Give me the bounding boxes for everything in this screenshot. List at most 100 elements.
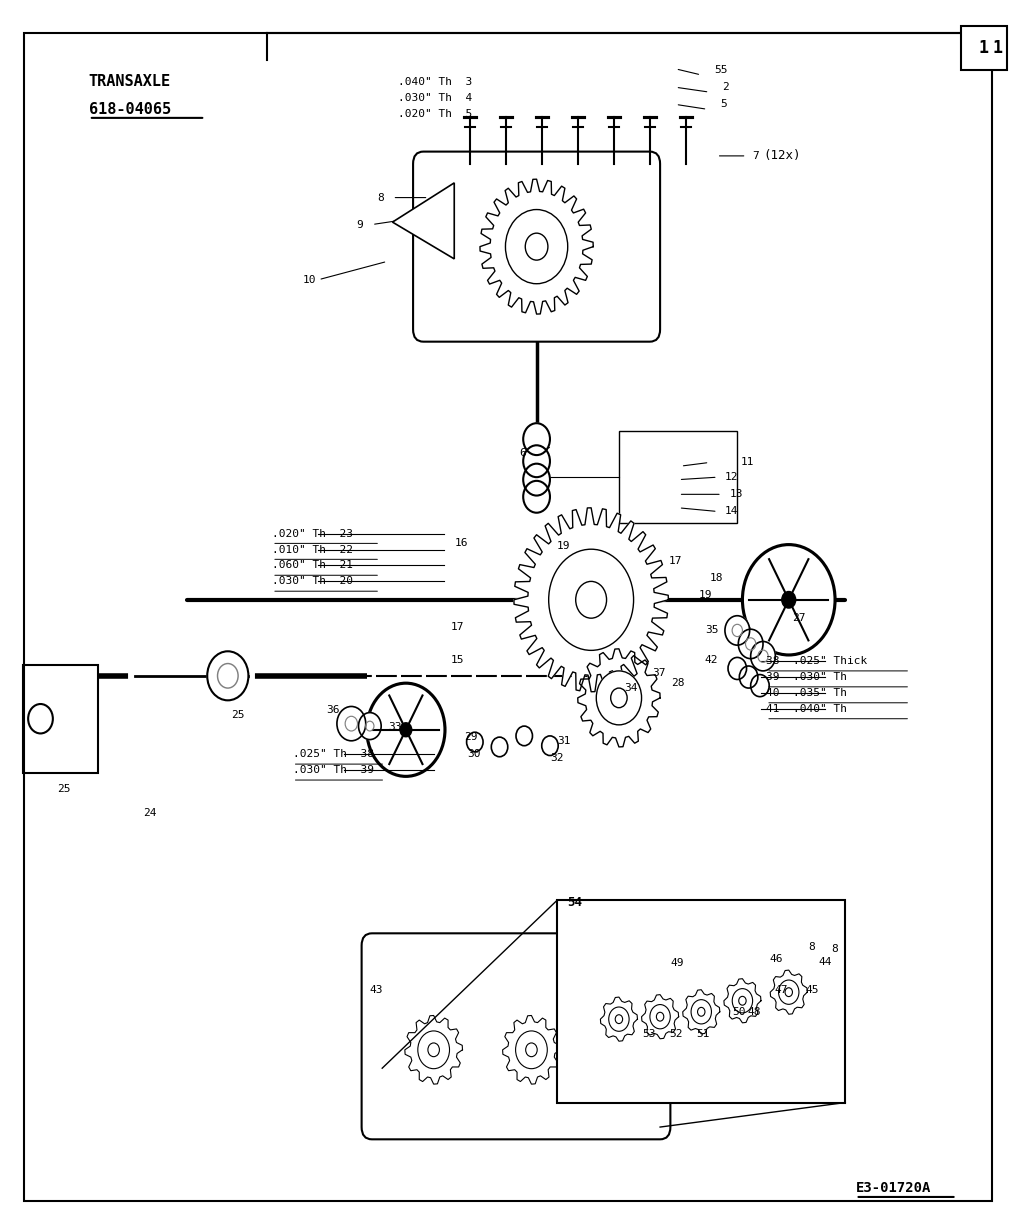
Text: 8: 8 bbox=[808, 941, 815, 951]
Text: .030" Th  20: .030" Th 20 bbox=[272, 576, 353, 586]
Text: 42: 42 bbox=[705, 655, 718, 665]
Text: 24: 24 bbox=[143, 809, 157, 819]
Circle shape bbox=[418, 1031, 450, 1069]
Text: 55: 55 bbox=[714, 65, 729, 75]
Circle shape bbox=[750, 675, 769, 697]
Circle shape bbox=[724, 616, 749, 645]
Text: 8: 8 bbox=[377, 193, 384, 203]
Polygon shape bbox=[578, 649, 660, 747]
Circle shape bbox=[739, 666, 757, 688]
Bar bbox=[557, 900, 845, 1102]
Text: 45: 45 bbox=[805, 984, 818, 994]
Text: .040" Th  3: .040" Th 3 bbox=[397, 77, 472, 87]
Text: .020" Th  5: .020" Th 5 bbox=[397, 109, 472, 119]
Text: .025" Th  38: .025" Th 38 bbox=[293, 750, 374, 760]
Text: 33: 33 bbox=[388, 723, 401, 732]
Circle shape bbox=[358, 713, 381, 740]
Circle shape bbox=[523, 463, 550, 495]
Text: 8: 8 bbox=[831, 944, 838, 954]
Circle shape bbox=[400, 723, 412, 736]
Text: 13: 13 bbox=[730, 489, 744, 499]
Text: 34: 34 bbox=[624, 683, 638, 693]
Circle shape bbox=[611, 688, 627, 708]
Polygon shape bbox=[503, 1015, 560, 1084]
Text: 11: 11 bbox=[740, 457, 753, 467]
Text: .020" Th  23: .020" Th 23 bbox=[272, 528, 353, 538]
Circle shape bbox=[738, 629, 763, 659]
Text: 39  .030" Th: 39 .030" Th bbox=[766, 672, 847, 682]
Circle shape bbox=[782, 591, 796, 608]
Circle shape bbox=[728, 658, 746, 680]
Polygon shape bbox=[514, 508, 669, 692]
Text: 51: 51 bbox=[697, 1029, 710, 1039]
Text: 1: 1 bbox=[978, 39, 989, 57]
FancyBboxPatch shape bbox=[23, 665, 98, 773]
Circle shape bbox=[525, 1043, 538, 1057]
Circle shape bbox=[576, 581, 607, 618]
Text: 32: 32 bbox=[550, 753, 563, 763]
Text: 46: 46 bbox=[769, 954, 782, 964]
Text: (12x): (12x) bbox=[763, 150, 801, 162]
Circle shape bbox=[549, 549, 634, 650]
Circle shape bbox=[523, 445, 550, 477]
Text: 44: 44 bbox=[818, 956, 832, 966]
Text: 35: 35 bbox=[706, 626, 719, 635]
Circle shape bbox=[516, 1031, 547, 1069]
Text: 17: 17 bbox=[451, 622, 464, 632]
Text: 38  .025" Thick: 38 .025" Thick bbox=[766, 656, 867, 666]
Circle shape bbox=[506, 209, 568, 284]
Text: 16: 16 bbox=[454, 538, 467, 548]
Circle shape bbox=[603, 1031, 635, 1069]
Text: 47: 47 bbox=[774, 984, 787, 994]
Text: 2: 2 bbox=[721, 82, 729, 92]
Circle shape bbox=[742, 544, 835, 655]
Polygon shape bbox=[601, 997, 638, 1041]
Circle shape bbox=[366, 683, 445, 777]
Circle shape bbox=[739, 997, 746, 1005]
Text: 9: 9 bbox=[356, 220, 363, 230]
Text: 5: 5 bbox=[719, 100, 727, 109]
Circle shape bbox=[542, 736, 558, 756]
Text: 52: 52 bbox=[670, 1029, 683, 1039]
Polygon shape bbox=[480, 179, 593, 315]
Text: 15: 15 bbox=[451, 655, 464, 665]
Circle shape bbox=[778, 980, 799, 1004]
Circle shape bbox=[656, 1013, 664, 1021]
Polygon shape bbox=[405, 1015, 462, 1084]
Circle shape bbox=[596, 671, 642, 725]
FancyBboxPatch shape bbox=[413, 151, 660, 342]
Circle shape bbox=[428, 1043, 440, 1057]
Circle shape bbox=[615, 1015, 622, 1024]
Text: 48: 48 bbox=[747, 1007, 761, 1016]
Polygon shape bbox=[770, 970, 807, 1014]
Text: 25: 25 bbox=[231, 710, 245, 720]
Text: .010" Th  22: .010" Th 22 bbox=[272, 544, 353, 554]
Circle shape bbox=[523, 423, 550, 455]
Circle shape bbox=[613, 1043, 624, 1057]
Circle shape bbox=[466, 732, 483, 752]
Text: 31: 31 bbox=[557, 736, 571, 746]
Circle shape bbox=[609, 1007, 630, 1031]
Text: 18: 18 bbox=[709, 573, 723, 583]
Circle shape bbox=[650, 1004, 670, 1029]
Polygon shape bbox=[590, 1015, 648, 1084]
Text: .030" Th  39: .030" Th 39 bbox=[293, 766, 374, 775]
Text: 14: 14 bbox=[724, 506, 739, 516]
Circle shape bbox=[523, 481, 550, 512]
Circle shape bbox=[785, 988, 793, 997]
Text: 49: 49 bbox=[671, 957, 684, 967]
Text: 50: 50 bbox=[732, 1007, 746, 1016]
Circle shape bbox=[336, 707, 365, 741]
Text: 19: 19 bbox=[557, 541, 571, 551]
Circle shape bbox=[516, 726, 533, 746]
Circle shape bbox=[750, 642, 775, 671]
Text: TRANSAXLE: TRANSAXLE bbox=[89, 74, 171, 88]
FancyBboxPatch shape bbox=[361, 933, 671, 1139]
Text: 1: 1 bbox=[993, 39, 1002, 57]
Text: 43: 43 bbox=[369, 984, 383, 994]
Polygon shape bbox=[392, 183, 454, 259]
Text: 17: 17 bbox=[669, 556, 682, 565]
Circle shape bbox=[207, 651, 249, 701]
Text: .030" Th  4: .030" Th 4 bbox=[397, 93, 472, 103]
Text: E3-01720A: E3-01720A bbox=[856, 1181, 931, 1196]
